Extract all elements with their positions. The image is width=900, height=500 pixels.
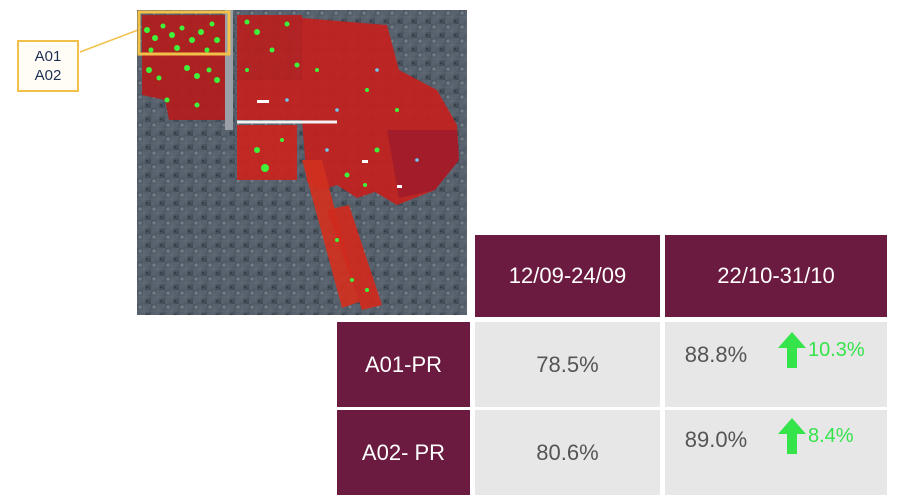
arrow-up-icon	[778, 418, 806, 454]
callout-line-1: A01	[34, 48, 62, 65]
cell-a01-period-2: 88.8%	[684, 342, 748, 367]
column-header-period-2: 22/10-31/10	[665, 235, 887, 317]
cell-a02-period-1: 80.6%	[475, 410, 660, 495]
cell-a01-period-1: 78.5%	[475, 322, 660, 407]
cell-a02-period-2-bg	[665, 410, 887, 495]
change-a01-value: 10.3%	[808, 338, 865, 361]
row-label-a01: A01-PR	[337, 322, 470, 407]
change-a02: 8.4%	[778, 418, 854, 454]
cell-a02-period-2: 89.0%	[684, 427, 748, 452]
arrow-up-icon	[778, 332, 806, 368]
cell-a01-period-2-bg	[665, 322, 887, 407]
satellite-heatmap	[137, 10, 467, 315]
callout-line-2: A02	[34, 67, 62, 84]
column-header-period-1: 12/09-24/09	[475, 235, 660, 317]
change-a01: 10.3%	[778, 332, 865, 368]
callout-leader-line	[79, 29, 139, 53]
area-callout: A01 A02	[17, 40, 79, 92]
row-label-a02: A02- PR	[337, 410, 470, 495]
change-a02-value: 8.4%	[808, 424, 854, 447]
